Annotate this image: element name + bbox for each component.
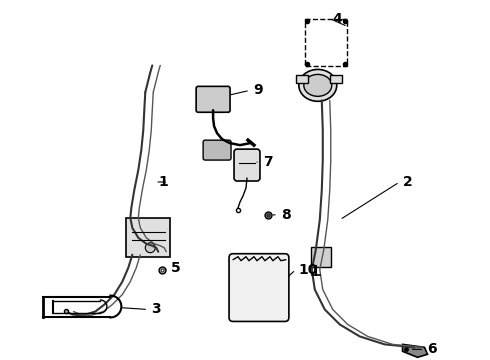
Ellipse shape (304, 75, 332, 96)
Bar (305, 19, 347, 67)
Text: 2: 2 (403, 175, 412, 189)
Text: 8: 8 (281, 208, 291, 222)
FancyBboxPatch shape (229, 254, 289, 321)
Text: 10: 10 (299, 263, 318, 276)
Bar (296, 75, 308, 84)
Polygon shape (403, 345, 427, 357)
Text: 4: 4 (333, 12, 343, 26)
Text: 6: 6 (427, 342, 437, 356)
Text: 1: 1 (158, 175, 168, 189)
Text: 3: 3 (151, 302, 161, 316)
Text: 7: 7 (263, 155, 272, 169)
FancyBboxPatch shape (196, 86, 230, 112)
Circle shape (145, 243, 155, 253)
FancyBboxPatch shape (203, 140, 231, 160)
Text: 5: 5 (171, 261, 181, 275)
FancyBboxPatch shape (311, 247, 331, 267)
Bar (330, 75, 342, 84)
FancyBboxPatch shape (234, 149, 260, 181)
Text: 9: 9 (253, 84, 263, 97)
Ellipse shape (299, 69, 337, 101)
FancyBboxPatch shape (126, 218, 170, 257)
